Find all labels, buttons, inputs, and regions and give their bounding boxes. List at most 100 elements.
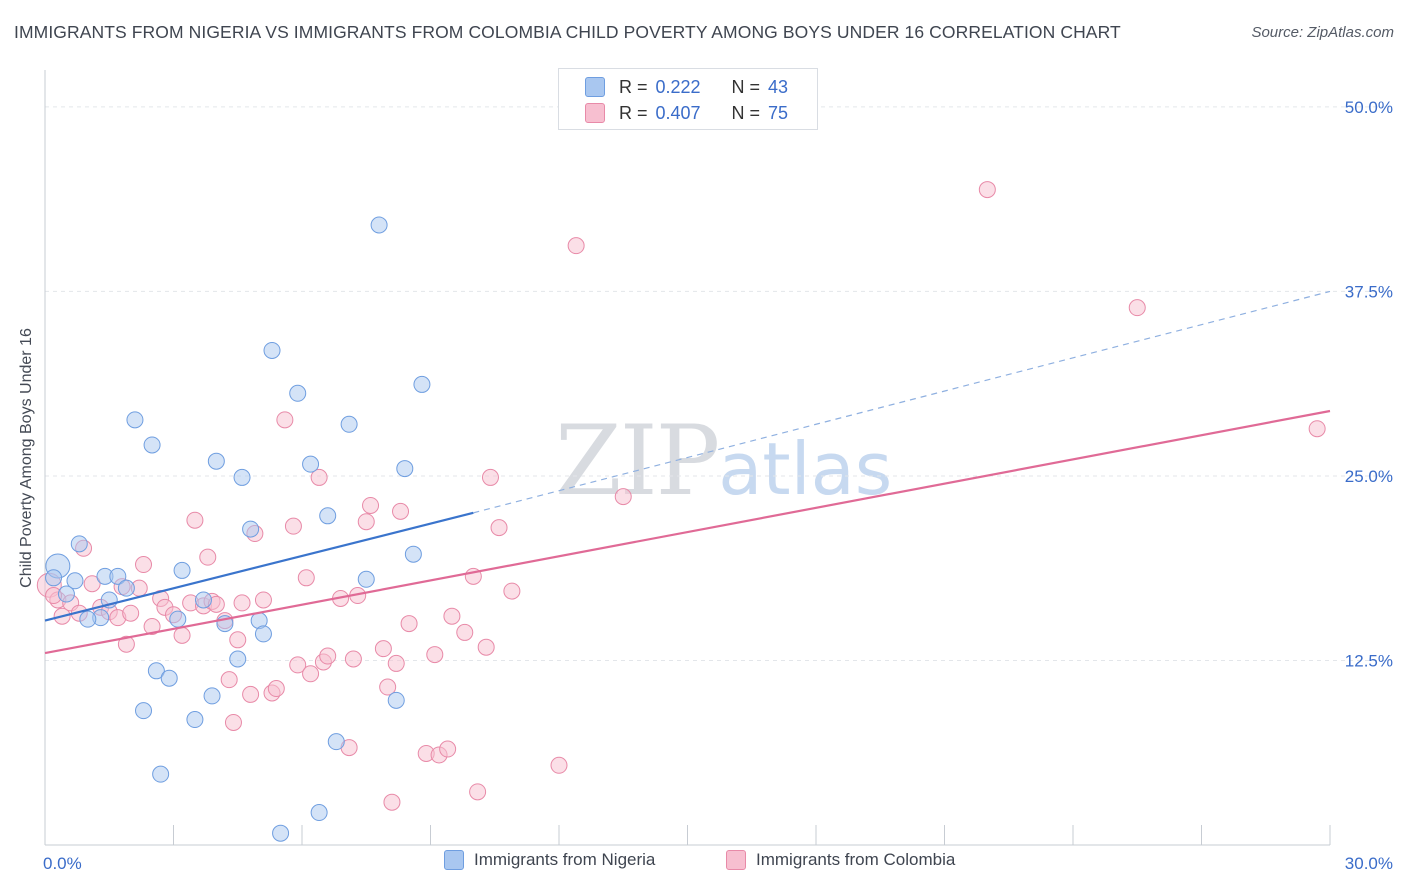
colombia-point <box>319 647 337 665</box>
legend-item-colombia[interactable]: Immigrants from Colombia <box>726 850 955 870</box>
nigeria-point <box>302 455 320 473</box>
r-value: 0.407 <box>655 102 701 123</box>
colombia-point <box>357 513 375 531</box>
colombia-point <box>284 517 302 535</box>
n-label: N = <box>731 102 761 123</box>
colombia-point <box>267 680 285 698</box>
colombia-point <box>310 468 328 486</box>
colombia-point <box>503 582 521 600</box>
y-axis-label: Child Poverty Among Boys Under 16 <box>18 328 35 588</box>
colombia-point <box>426 646 444 664</box>
colombia-point <box>199 548 217 566</box>
colombia-point <box>379 678 397 696</box>
colombia-point <box>550 756 568 774</box>
y-tick-label: 12.5% <box>1345 651 1393 670</box>
colombia-legend-icon <box>726 850 746 870</box>
nigeria-point <box>289 384 307 402</box>
colombia-point <box>242 685 260 703</box>
colombia-point <box>122 604 140 622</box>
nigeria-trend-extension <box>473 290 1331 514</box>
colombia-point <box>135 556 153 574</box>
chart-title: IMMIGRANTS FROM NIGERIA VS IMMIGRANTS FR… <box>14 22 1121 42</box>
y-tick-label: 25.0% <box>1345 467 1393 486</box>
legend-label-colombia: Immigrants from Colombia <box>756 850 956 869</box>
colombia-point <box>362 496 380 514</box>
nigeria-point <box>126 411 144 429</box>
nigeria-point <box>340 415 358 433</box>
colombia-point <box>254 591 272 609</box>
r-label: R = <box>619 76 648 97</box>
colombia-point <box>297 569 315 587</box>
nigeria-point <box>57 585 75 603</box>
x-tick-label: 30.0% <box>1345 854 1393 873</box>
nigeria-point <box>272 824 290 842</box>
stats-row-colombia: R = 0.407 N = 75 <box>585 100 789 126</box>
x-tick-label: 0.0% <box>43 854 82 873</box>
nigeria-point <box>404 545 422 563</box>
nigeria-point <box>396 460 414 478</box>
nigeria-point <box>319 507 337 525</box>
nigeria-point <box>135 702 153 720</box>
colombia-point <box>469 783 487 801</box>
r-value: 0.222 <box>655 76 701 97</box>
colombia-point <box>443 607 461 625</box>
colombia-point <box>978 181 996 199</box>
colombia-point <box>392 502 410 520</box>
nigeria-point <box>160 669 178 687</box>
nigeria-point <box>327 733 345 751</box>
nigeria-point <box>117 579 135 597</box>
colombia-point <box>567 237 585 255</box>
nigeria-point <box>203 687 221 705</box>
nigeria-point <box>186 711 204 729</box>
source-label: Source: ZipAtlas.com <box>1251 24 1394 41</box>
colombia-point <box>143 618 161 636</box>
colombia-point <box>276 411 294 429</box>
nigeria-legend-icon <box>444 850 464 870</box>
nigeria-swatch-icon <box>585 77 605 97</box>
series-legend: Immigrants from Nigeria Immigrants from … <box>0 850 1406 878</box>
colombia-point <box>233 594 251 612</box>
colombia-point <box>1128 299 1146 317</box>
colombia-point <box>387 654 405 672</box>
nigeria-point <box>147 662 165 680</box>
colombia-trend-line <box>44 409 1331 655</box>
y-tick-label: 50.0% <box>1345 98 1393 117</box>
nigeria-point <box>173 561 191 579</box>
legend-label-nigeria: Immigrants from Nigeria <box>474 850 656 869</box>
nigeria-point <box>310 804 328 822</box>
nigeria-point <box>357 570 375 588</box>
r-label: R = <box>619 102 648 123</box>
nigeria-point <box>70 535 88 553</box>
colombia-point <box>117 635 135 653</box>
colombia-point <box>224 713 242 731</box>
nigeria-point <box>79 610 97 628</box>
colombia-point <box>481 468 499 486</box>
n-label: N = <box>731 76 761 97</box>
colombia-point <box>83 575 101 593</box>
nigeria-point <box>263 341 281 359</box>
nigeria-point <box>207 452 225 470</box>
colombia-point <box>477 638 495 656</box>
nigeria-point <box>233 468 251 486</box>
colombia-point <box>173 626 191 644</box>
colombia-point <box>383 793 401 811</box>
legend-item-nigeria[interactable]: Immigrants from Nigeria <box>444 850 655 870</box>
colombia-point <box>220 671 238 689</box>
colombia-point <box>302 665 320 683</box>
nigeria-point <box>152 765 170 783</box>
n-value: 43 <box>768 76 789 97</box>
colombia-point <box>186 511 204 529</box>
nigeria-trend-line <box>44 511 474 622</box>
n-value: 75 <box>768 102 789 123</box>
nigeria-point <box>254 625 272 643</box>
nigeria-point <box>229 650 247 668</box>
nigeria-point <box>387 691 405 709</box>
colombia-swatch-icon <box>585 103 605 123</box>
nigeria-point <box>109 567 127 585</box>
colombia-point <box>400 615 418 633</box>
nigeria-point <box>169 610 187 628</box>
colombia-point <box>344 650 362 668</box>
nigeria-point <box>242 520 260 538</box>
y-tick-label: 37.5% <box>1345 282 1393 301</box>
